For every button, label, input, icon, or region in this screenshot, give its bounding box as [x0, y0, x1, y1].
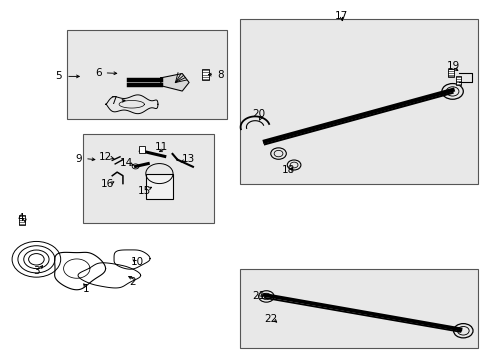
Text: 13: 13	[182, 154, 195, 164]
Bar	[202, 69, 209, 80]
Text: 15: 15	[138, 186, 151, 196]
Text: 20: 20	[252, 109, 265, 119]
Bar	[239, 19, 477, 184]
Text: 8: 8	[217, 69, 223, 80]
Text: 3: 3	[33, 266, 40, 276]
Text: 9: 9	[76, 154, 82, 163]
Text: 14: 14	[120, 158, 133, 168]
Text: 11: 11	[155, 142, 168, 152]
Text: 4: 4	[18, 212, 24, 222]
Text: 22: 22	[264, 314, 277, 324]
Text: 2: 2	[129, 277, 136, 287]
Text: 7: 7	[110, 96, 116, 107]
Text: 21: 21	[252, 291, 265, 301]
Bar	[139, 147, 144, 153]
Bar	[67, 30, 227, 119]
Text: 17: 17	[334, 11, 347, 21]
Bar	[447, 68, 453, 77]
Bar	[83, 134, 214, 223]
Text: 18: 18	[281, 165, 294, 175]
Text: 19: 19	[446, 61, 459, 71]
Bar	[239, 269, 477, 348]
Bar	[455, 76, 460, 85]
Text: 5: 5	[55, 71, 62, 81]
Bar	[145, 174, 173, 199]
Bar	[19, 215, 25, 225]
Polygon shape	[161, 73, 189, 91]
Text: 16: 16	[101, 179, 114, 189]
Text: 10: 10	[131, 257, 144, 267]
Text: 6: 6	[95, 68, 102, 78]
Text: 1: 1	[83, 284, 90, 294]
Text: 12: 12	[99, 152, 112, 162]
